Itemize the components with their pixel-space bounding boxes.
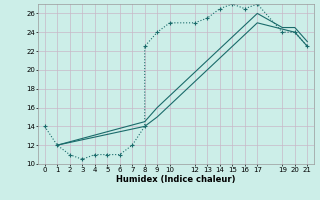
X-axis label: Humidex (Indice chaleur): Humidex (Indice chaleur) [116, 175, 236, 184]
